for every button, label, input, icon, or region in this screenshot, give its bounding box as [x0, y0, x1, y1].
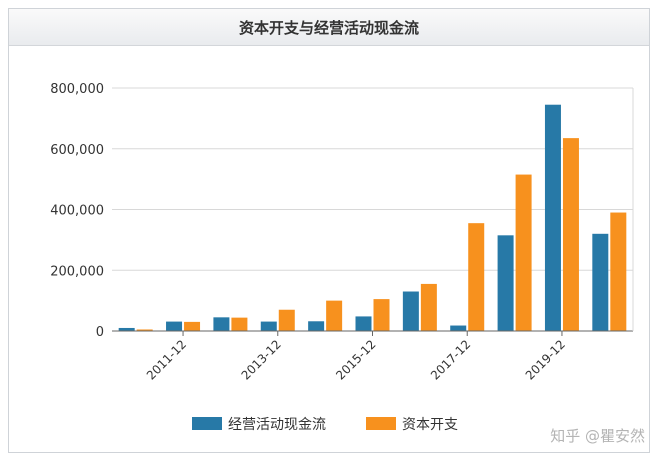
bar-ocf — [260, 321, 277, 331]
watermark: 知乎 @瞿安然 — [550, 427, 645, 445]
y-tick-label: 800,000 — [50, 82, 104, 97]
x-tick-label: 2015-12 — [333, 337, 378, 382]
x-tick-label: 2013-12 — [239, 337, 284, 382]
bar-ocf — [308, 321, 325, 331]
legend-swatch — [192, 417, 222, 430]
bar-capex — [231, 317, 248, 331]
bar-ocf — [497, 235, 514, 331]
y-tick-label: 400,000 — [50, 204, 104, 219]
chart-title: 资本开支与经营活动现金流 — [9, 9, 649, 46]
legend-swatch — [366, 417, 396, 430]
bar-capex — [562, 138, 579, 331]
bar-ocf — [592, 233, 609, 331]
bar-ocf — [118, 327, 135, 331]
bars — [118, 104, 627, 331]
x-tick-label: 2019-12 — [523, 337, 568, 382]
x-axis-ticks: 2011-12 2013-12 2015-12 2017-12 2019-12 — [144, 331, 568, 383]
legend: 经营活动现金流 资本开支 — [192, 417, 458, 433]
bar-ocf — [450, 325, 467, 331]
bar-capex — [468, 223, 485, 331]
y-tick-label: 600,000 — [50, 143, 104, 158]
bar-ocf — [544, 104, 561, 331]
bar-capex — [610, 212, 627, 331]
x-tick-label: 2017-12 — [428, 337, 473, 382]
legend-label: 资本开支 — [402, 417, 458, 433]
bar-ocf — [166, 321, 183, 331]
chart-panel: 资本开支与经营活动现金流 — [8, 8, 650, 453]
bar-capex — [515, 174, 532, 331]
bar-capex — [184, 321, 201, 331]
bar-capex — [136, 329, 153, 331]
legend-label: 经营活动现金流 — [228, 417, 326, 433]
bar-capex — [278, 309, 295, 331]
bar-capex — [373, 299, 390, 331]
y-axis-ticks: 0 200,000 400,000 600,000 800,000 — [50, 82, 104, 340]
y-tick-label: 200,000 — [50, 264, 104, 279]
bar-ocf — [355, 316, 372, 331]
y-tick-label: 0 — [96, 325, 104, 340]
bar-capex — [326, 300, 343, 331]
bar-ocf — [213, 317, 230, 331]
bar-ocf — [402, 291, 419, 331]
x-tick-label: 2011-12 — [144, 337, 189, 382]
bar-capex — [420, 283, 437, 331]
